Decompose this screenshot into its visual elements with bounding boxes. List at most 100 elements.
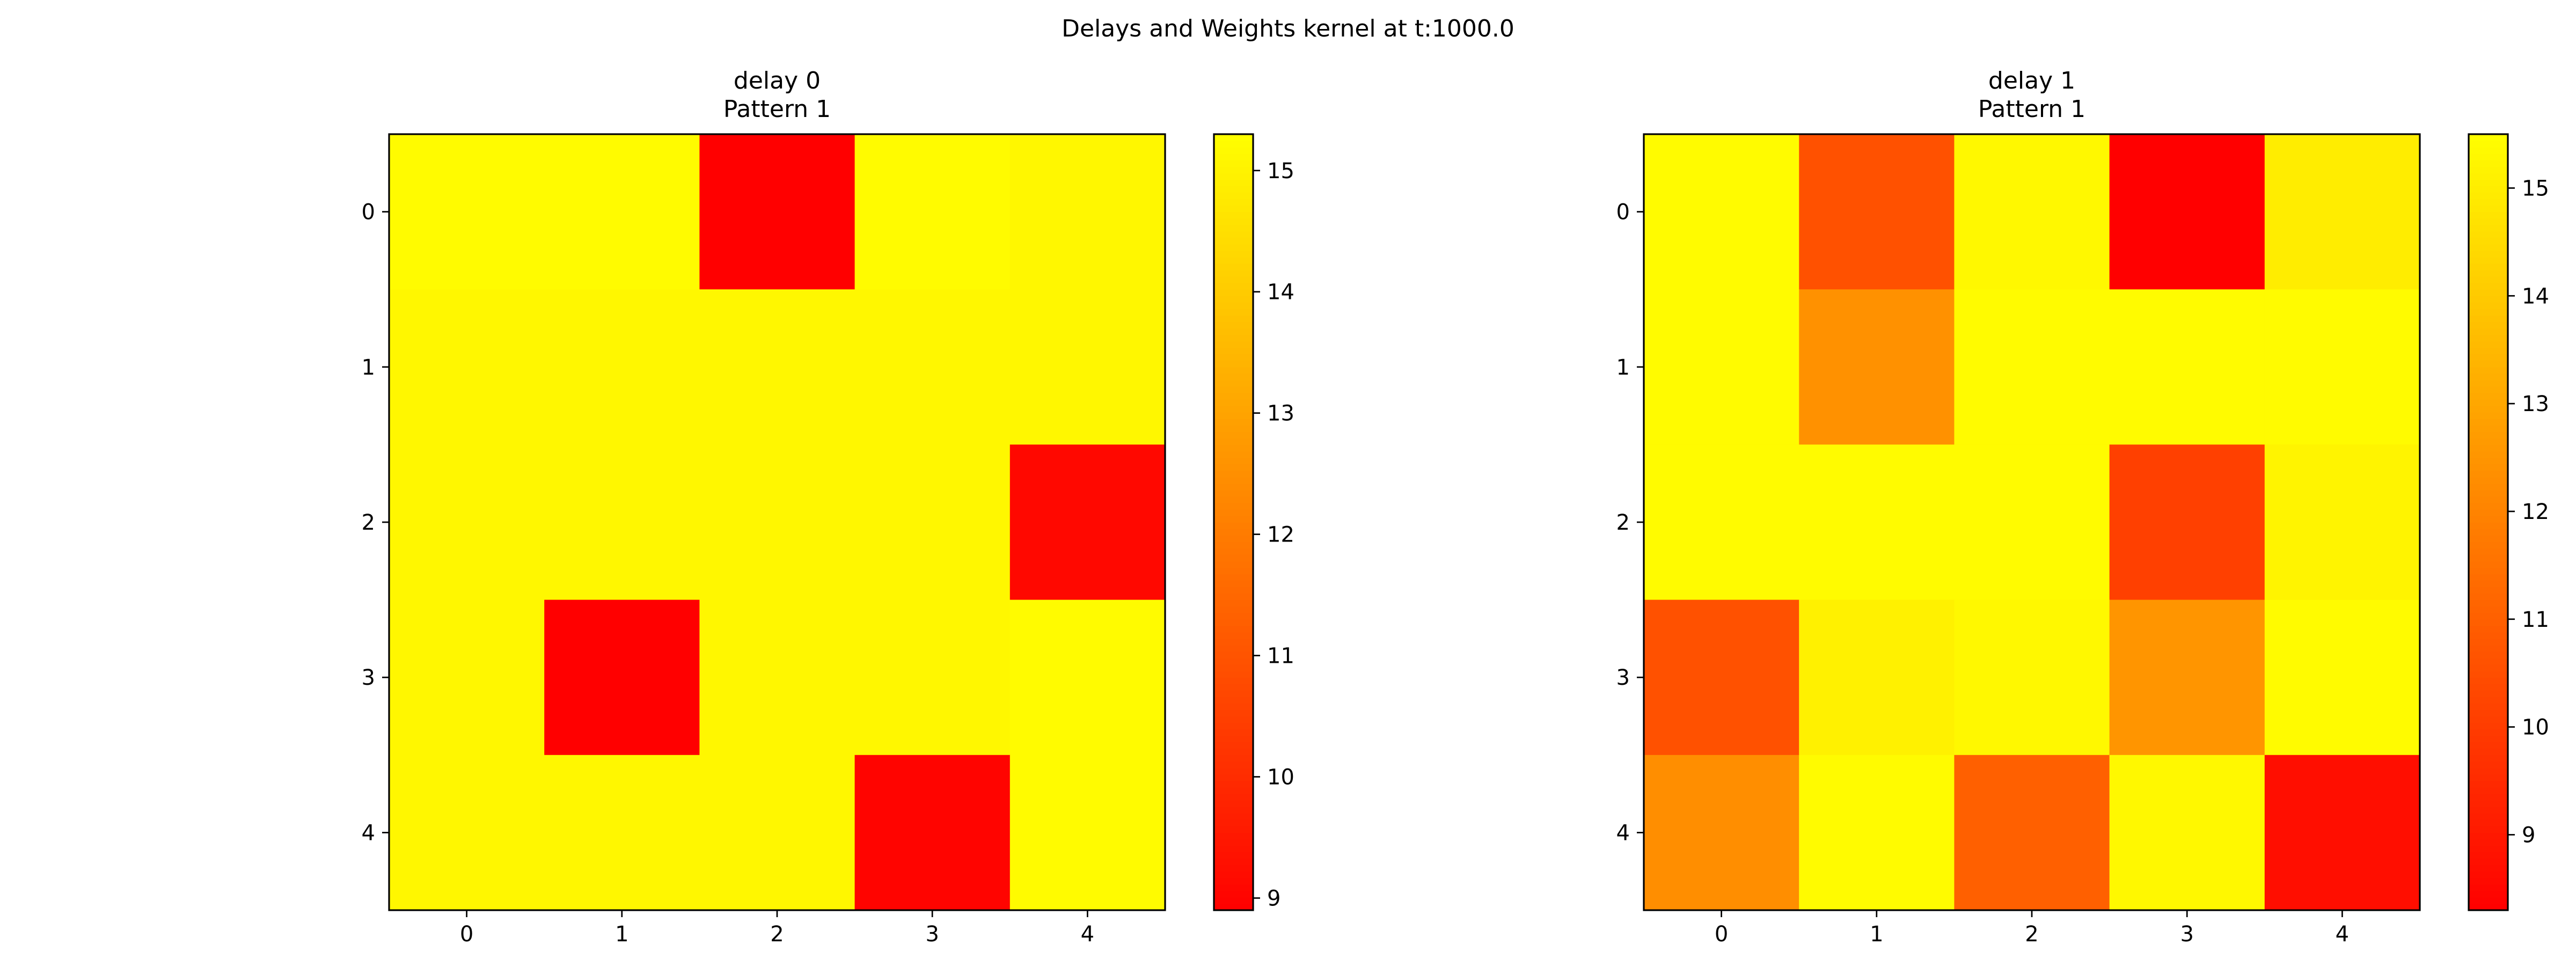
- heatmap-cell-r4-c0: [1644, 755, 1799, 911]
- colorbar-gradient-step: [2469, 580, 2508, 588]
- colorbar-tick-label: 10: [2522, 715, 2549, 740]
- colorbar-gradient-step: [2469, 606, 2508, 613]
- heatmap-cell-r0-c0: [1644, 134, 1799, 290]
- colorbar-gradient-step: [2469, 483, 2508, 491]
- colorbar-gradient-step: [2469, 334, 2508, 342]
- colorbar-gradient-step: [2469, 690, 2508, 697]
- heatmap-cell-r3-c1: [1799, 599, 1955, 756]
- colorbar-gradient-step: [2469, 794, 2508, 801]
- colorbar-gradient-step: [1214, 697, 1253, 704]
- colorbar-gradient-step: [2469, 328, 2508, 335]
- colorbar-gradient-step: [1214, 522, 1253, 529]
- colorbar-gradient-step: [2469, 748, 2508, 756]
- colorbar-gradient-step: [2469, 722, 2508, 730]
- heatmap-cell-r4-c2: [1954, 755, 2110, 911]
- colorbar-gradient-step: [1214, 807, 1253, 814]
- colorbar-gradient-step: [2469, 438, 2508, 445]
- heatmap-cell-r3-c0: [1644, 599, 1799, 756]
- colorbar-gradient-step: [2469, 141, 2508, 148]
- colorbar-gradient-step: [1214, 134, 1253, 141]
- colorbar-gradient-step: [2469, 735, 2508, 743]
- heatmap-cell-r2-c0: [1644, 444, 1799, 601]
- colorbar-gradient-step: [2469, 412, 2508, 419]
- heatmap-cell-r0-c1: [544, 134, 700, 290]
- colorbar-gradient-step: [1214, 289, 1253, 296]
- colorbar-gradient-step: [2469, 684, 2508, 691]
- colorbar-gradient-step: [1214, 444, 1253, 452]
- colorbar-gradient-step: [2469, 877, 2508, 885]
- colorbar-gradient-step: [2469, 341, 2508, 348]
- colorbar-gradient-step: [1214, 832, 1253, 840]
- colorbar-gradient-step: [1214, 787, 1253, 794]
- colorbar-gradient-step: [1214, 489, 1253, 497]
- colorbar-tick-label: 14: [2522, 284, 2549, 309]
- colorbar-gradient-step: [2469, 264, 2508, 270]
- colorbar-gradient-step: [2469, 548, 2508, 555]
- colorbar-tick-label: 9: [1267, 886, 1280, 911]
- x-tick-label: 2: [770, 922, 784, 947]
- colorbar-gradient-step: [2469, 218, 2508, 225]
- heatmap-cell-r2-c2: [699, 444, 855, 601]
- x-axis-ticks: 0 1 2 3 4: [1715, 910, 2349, 947]
- colorbar-gradient-step: [1214, 141, 1253, 148]
- colorbar-gradient-step: [2469, 703, 2508, 711]
- x-tick-label: 4: [2336, 922, 2349, 947]
- colorbar-gradient-step: [1214, 619, 1253, 626]
- colorbar-gradient-step: [2469, 652, 2508, 658]
- colorbar-tick-label: 15: [1267, 159, 1294, 184]
- heatmap-cell-r0-c3: [854, 134, 1011, 290]
- colorbar-gradient-step: [2469, 845, 2508, 853]
- colorbar-gradient-step: [2469, 147, 2508, 154]
- colorbar-gradient-step: [2469, 451, 2508, 458]
- x-tick-label: 3: [2180, 922, 2193, 947]
- colorbar-gradient-step: [2469, 192, 2508, 200]
- colorbar-gradient-step: [2469, 819, 2508, 826]
- colorbar-gradient-step: [1214, 412, 1253, 419]
- colorbar-tick-label: 11: [2522, 608, 2549, 632]
- colorbar-gradient-step: [2469, 677, 2508, 684]
- colorbar-gradient-step: [2469, 761, 2508, 769]
- figure-suptitle: Delays and Weights kernel at t:1000.0: [1062, 15, 1514, 42]
- colorbar-gradient-step: [2469, 379, 2508, 387]
- colorbar-gradient-step: [1214, 839, 1253, 846]
- colorbar-gradient-step: [2469, 800, 2508, 807]
- colorbar-gradient-step: [2469, 160, 2508, 167]
- colorbar-gradient-step: [2469, 781, 2508, 788]
- heatmap-cell-r1-c2: [699, 289, 855, 445]
- colorbar-gradient-step: [1214, 153, 1253, 160]
- colorbar-gradient-step: [1214, 625, 1253, 633]
- colorbar-tick-label: 15: [2522, 176, 2549, 201]
- colorbar-gradient-step: [2469, 257, 2508, 264]
- colorbar-tick-label: 12: [1267, 523, 1294, 547]
- colorbar-gradient-step: [2469, 224, 2508, 232]
- colorbar-gradient-step: [2469, 496, 2508, 503]
- colorbar-gradient-step: [2469, 625, 2508, 633]
- colorbar-gradient-step: [1214, 276, 1253, 283]
- colorbar-gradient-step: [2469, 399, 2508, 406]
- y-tick-label: 0: [1616, 200, 1630, 225]
- y-tick-label: 2: [362, 510, 375, 535]
- colorbar-gradient-step: [2469, 173, 2508, 180]
- colorbar-gradient-step: [1214, 431, 1253, 438]
- colorbar-gradient-step: [2469, 787, 2508, 794]
- colorbar-gradient-step: [1214, 419, 1253, 426]
- colorbar-gradient-step: [2469, 205, 2508, 213]
- colorbar-gradient-step: [1214, 599, 1253, 607]
- colorbar-gradient-step: [2469, 742, 2508, 749]
- colorbar-gradient-step: [2469, 237, 2508, 245]
- colorbar-tick-label: 10: [1267, 765, 1294, 789]
- colorbar-gradient-step: [1214, 231, 1253, 238]
- colorbar-gradient-step: [2469, 839, 2508, 846]
- colorbar-gradient-step: [2469, 767, 2508, 775]
- colorbar-gradient-step: [2469, 632, 2508, 639]
- heatmap-cell-r4-c4: [2264, 755, 2420, 911]
- colorbar-gradient-step: [2469, 489, 2508, 497]
- colorbar-gradient-step: [1214, 173, 1253, 180]
- heatmap-cell-r0-c1: [1799, 134, 1955, 290]
- colorbar-gradient-step: [1214, 360, 1253, 368]
- colorbar-gradient-step: [1214, 774, 1253, 781]
- colorbar-gradient-step: [2469, 373, 2508, 380]
- colorbar-gradient-step: [2469, 671, 2508, 678]
- colorbar-gradient-step: [2469, 360, 2508, 368]
